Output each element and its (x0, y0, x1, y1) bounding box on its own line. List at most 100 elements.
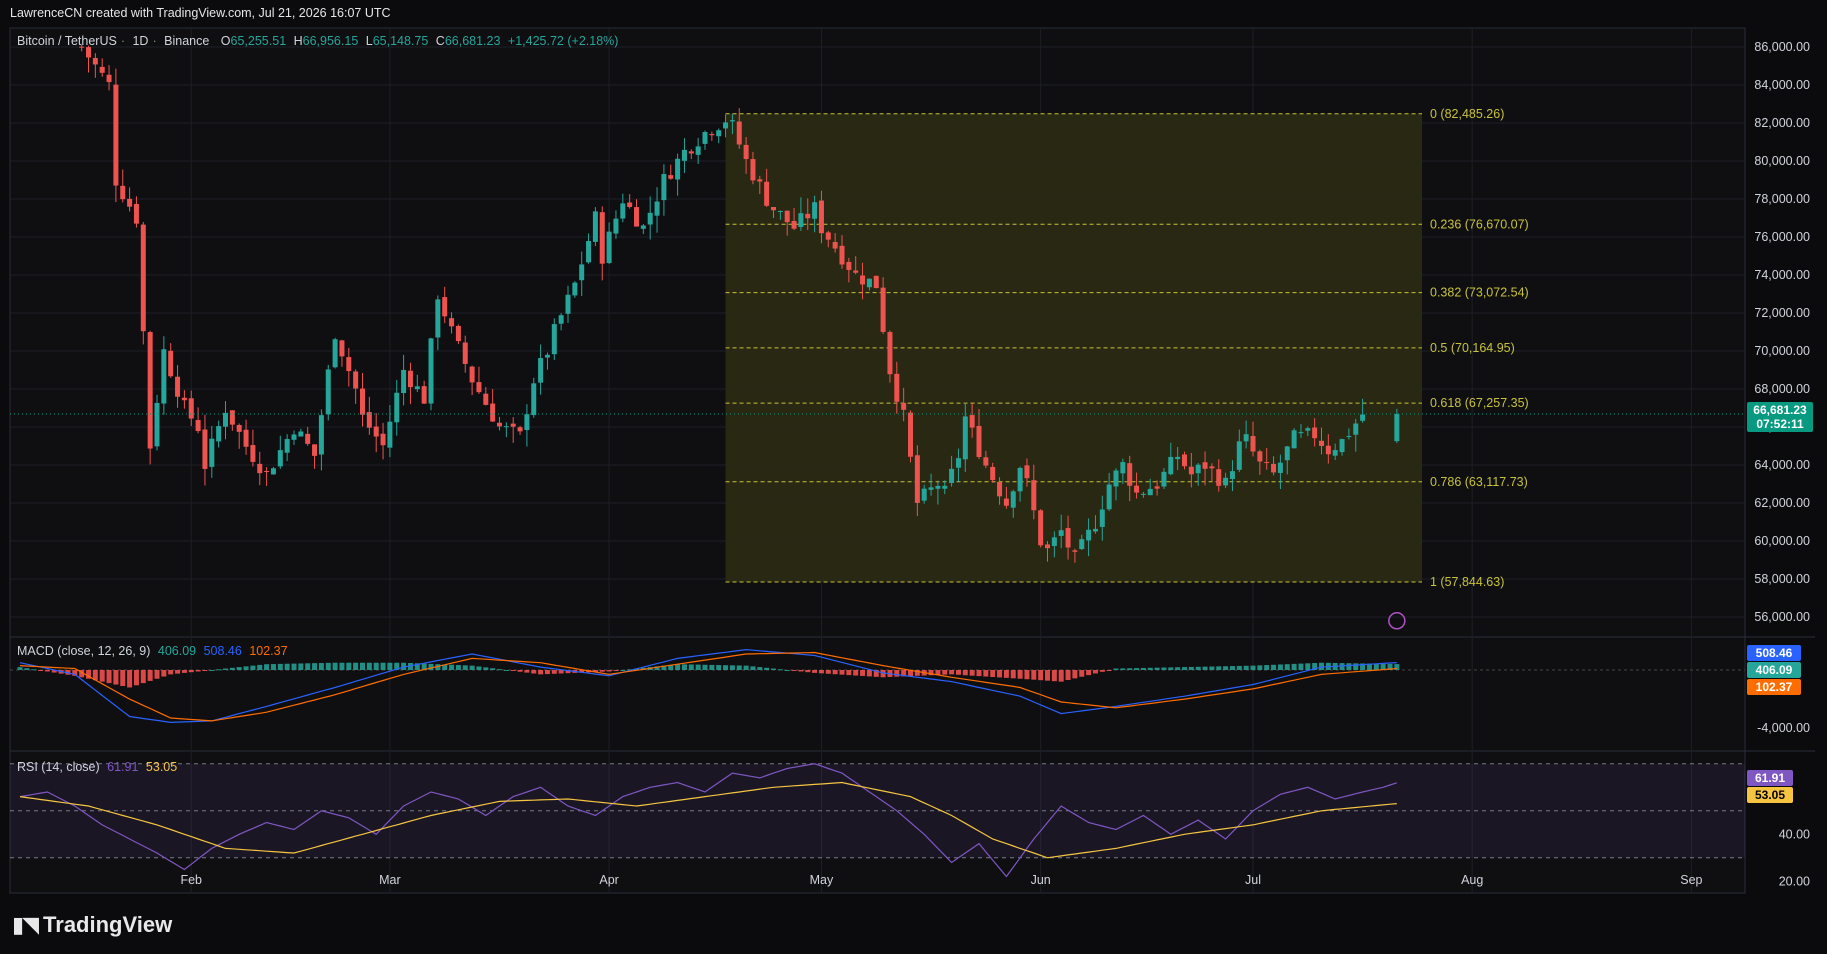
macd-histogram-bar (394, 662, 400, 670)
macd-histogram-bar (490, 668, 496, 670)
candle-body (654, 201, 660, 216)
current-price: 66,681.23 (1753, 403, 1807, 417)
macd-legend[interactable]: MACD (close, 12, 26, 9) 406.09 508.46 10… (17, 644, 292, 658)
macd-histogram-bar (72, 670, 78, 676)
current-price-tag: 66,681.23 07:52:11 (1747, 402, 1813, 432)
tradingview-logo[interactable]: ▮◥ TradingView (12, 912, 172, 938)
candle-body (1134, 485, 1140, 493)
macd-histogram-bar (1264, 665, 1270, 670)
candle-body (524, 414, 530, 431)
rsi-tag: 61.91 (1747, 770, 1793, 786)
candle-body (1086, 529, 1092, 541)
macd-histogram-bar (1031, 670, 1037, 680)
macd-histogram-bar (455, 665, 461, 670)
y-tick-label: 72,000.00 (1754, 306, 1810, 320)
candle-body (620, 203, 626, 219)
candle-body (647, 212, 653, 225)
macd-histogram-bar (1161, 667, 1167, 670)
symbol-name[interactable]: Bitcoin / TetherUS (17, 34, 117, 48)
macd-histogram-bar (777, 669, 783, 671)
macd-histogram-bar (449, 664, 455, 670)
candle-body (216, 426, 222, 442)
ohlc-open: O65,255.51 (220, 34, 287, 48)
candle-body (723, 122, 729, 129)
macd-histogram-bar (1366, 663, 1372, 670)
candle-body (127, 198, 133, 207)
candle-body (79, 46, 85, 48)
candle-body (969, 415, 975, 428)
candle-body (613, 218, 619, 234)
macd-histogram-bar (318, 663, 324, 670)
macd-histogram-bar (1305, 663, 1311, 670)
fib-level-label: 0.236 (76,670.07) (1430, 217, 1529, 231)
macd-histogram-bar (791, 670, 797, 671)
macd-histogram-bar (229, 667, 235, 670)
macd-histogram-bar (223, 668, 228, 670)
candle-body (394, 392, 400, 423)
macd-histogram-bar (1346, 663, 1352, 670)
rsi-y-tick: 40.00 (1779, 827, 1810, 841)
macd-histogram-bar (709, 664, 715, 670)
macd-histogram-bar (161, 670, 167, 677)
candle-body (661, 174, 667, 201)
macd-histogram-bar (99, 670, 105, 682)
rsi-ma-value: 53.05 (145, 760, 178, 774)
ohlc-close: C66,681.23 (435, 34, 501, 48)
macd-histogram-bar (901, 670, 907, 677)
candle-body (1346, 436, 1352, 438)
macd-histogram-bar (1298, 663, 1304, 670)
candle-body (236, 424, 242, 432)
candle-body (503, 426, 509, 428)
candle-body (688, 151, 694, 154)
candle-body (510, 423, 516, 427)
y-tick-label: 70,000.00 (1754, 344, 1810, 358)
macd-histogram-bar (503, 670, 509, 671)
macd-histogram-bar (264, 664, 270, 670)
macd-histogram-bar (1038, 670, 1044, 681)
candle-body (455, 325, 461, 342)
candle-body (421, 386, 427, 404)
macd-histogram-bar (928, 670, 934, 676)
macd-histogram-bar (558, 670, 564, 674)
macd-histogram-bar (565, 670, 571, 674)
candle-body (1353, 423, 1359, 435)
macd-histogram-bar (414, 663, 420, 670)
candle-body (695, 146, 701, 155)
macd-histogram-bar (627, 669, 633, 671)
macd-histogram-bar (1045, 670, 1050, 681)
candle-body (805, 213, 811, 219)
candle-body (1051, 537, 1057, 547)
candle-body (592, 211, 598, 242)
candle-body (880, 287, 886, 332)
macd-histogram-bar (195, 670, 201, 672)
rsi-legend[interactable]: RSI (14, close) 61.91 53.05 (17, 760, 181, 774)
macd-histogram-bar (1017, 670, 1023, 679)
macd-histogram-bar (243, 666, 249, 670)
candle-body (538, 358, 544, 383)
lightning-icon (1388, 612, 1406, 630)
candle-body (1058, 530, 1064, 536)
candle-body (750, 159, 756, 181)
x-tick-label: Feb (180, 873, 202, 887)
candle-body (928, 487, 934, 490)
candle-body (106, 74, 112, 83)
candle-body (1154, 486, 1160, 489)
macd-histogram-bar (284, 663, 290, 670)
candle-body (490, 403, 496, 422)
candle-body (181, 397, 187, 401)
macd-histogram-bar (1229, 666, 1235, 670)
candle-body (209, 438, 215, 467)
macd-histogram-bar (202, 670, 208, 671)
candle-body (962, 416, 968, 460)
candle-body (935, 485, 941, 489)
macd-histogram-bar (544, 670, 550, 675)
symbol-interval[interactable]: 1D (132, 34, 149, 48)
macd-histogram-bar (1271, 664, 1277, 670)
tradingview-icon: ▮◥ (12, 912, 39, 938)
candle-body (92, 57, 98, 65)
fib-level-label: 0 (82,485.26) (1430, 107, 1504, 121)
macd-histogram-bar (270, 664, 276, 670)
macd-histogram-bar (517, 670, 523, 672)
candle-body (572, 282, 578, 296)
